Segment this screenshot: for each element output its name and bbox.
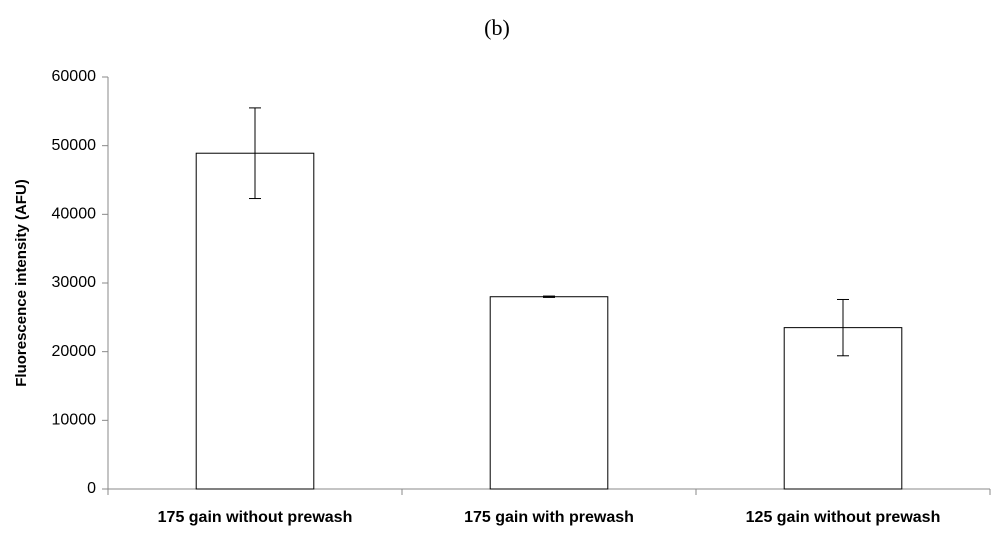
y-tick-label: 0 [87,480,96,497]
y-tick-label: 30000 [52,274,97,291]
y-tick-label: 20000 [52,343,97,360]
x-tick-label: 125 gain without prewash [746,509,941,526]
y-axis-label: Fluorescence intensity (AFU) [13,179,30,387]
chart-title: (b) [484,15,510,40]
y-tick-label: 10000 [52,412,97,429]
x-tick-label: 175 gain without prewash [158,509,353,526]
y-tick-label: 40000 [52,206,97,223]
bar [195,152,315,490]
bar [489,296,609,490]
y-tick-label: 50000 [52,137,97,154]
y-tick-label: 60000 [52,68,97,85]
x-tick-label: 175 gain with prewash [464,509,634,526]
